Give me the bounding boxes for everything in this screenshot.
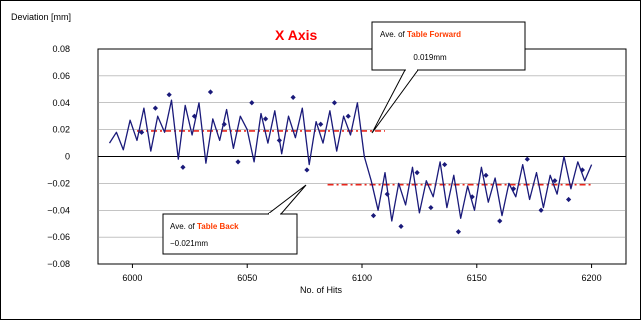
data-point — [414, 170, 420, 176]
callout-table-forward: Ave. of Table Forward 0.019mm — [371, 21, 526, 134]
data-point — [345, 113, 351, 119]
y-tick-label: 0.06 — [52, 71, 70, 81]
data-point — [483, 172, 489, 178]
callout-forward-value: 0.019mm — [413, 53, 447, 62]
data-point — [235, 159, 241, 165]
x-tick-label: 6000 — [122, 273, 142, 283]
callout-back-box — [162, 213, 298, 255]
data-point — [455, 229, 462, 235]
data-point — [524, 156, 530, 162]
data-point — [180, 164, 186, 170]
y-tick-label: 0.02 — [52, 125, 70, 135]
callout-forward-highlight: Table Forward — [407, 30, 461, 39]
data-point — [384, 191, 390, 197]
data-point — [139, 129, 145, 135]
data-point — [262, 116, 269, 122]
data-point — [428, 204, 434, 211]
data-point — [304, 167, 310, 173]
data-point — [191, 113, 198, 119]
data-point — [469, 194, 475, 200]
marker-group — [139, 89, 585, 235]
series-line — [108, 99, 593, 222]
x-tick-label: 6050 — [237, 273, 257, 283]
data-point — [221, 121, 227, 127]
data-point — [398, 223, 404, 229]
data-point — [497, 218, 503, 224]
data-point — [538, 207, 544, 213]
data-point — [152, 105, 158, 111]
data-point — [290, 94, 296, 100]
x-axis-title: No. of Hits — [300, 285, 343, 295]
data-point — [442, 161, 448, 168]
data-point — [331, 100, 338, 106]
y-tick-label: 0.04 — [52, 98, 70, 108]
callout-forward-label: Ave. of Table Forward — [380, 30, 461, 39]
data-point — [579, 167, 585, 173]
y-tick-label: −0.02 — [47, 178, 70, 188]
y-tick-label: 0 — [65, 152, 70, 162]
data-point — [552, 178, 558, 184]
y-tick-label: −0.08 — [47, 259, 70, 269]
callout-table-back: Ave. of Table Back −0.021mm — [162, 184, 307, 255]
data-point — [370, 213, 377, 219]
callout-back-label: Ave. of Table Back — [170, 222, 239, 231]
data-point — [249, 100, 255, 106]
data-point — [276, 137, 282, 143]
x-tick-label: 6150 — [467, 273, 487, 283]
data-point — [166, 92, 172, 98]
callout-back-value: −0.021mm — [170, 239, 208, 248]
chart-title: X Axis — [275, 27, 317, 43]
callout-back-prefix: Ave. of — [170, 222, 197, 231]
x-tick-label: 6100 — [352, 273, 372, 283]
y-axis-title: Deviation [mm] — [11, 12, 71, 22]
data-point — [207, 89, 214, 95]
y-tick-label: −0.04 — [47, 205, 70, 215]
x-tick-labels: 6000 6050 6100 6150 6200 — [122, 273, 601, 283]
callout-forward-prefix: Ave. of — [380, 30, 407, 39]
y-tick-label: −0.06 — [47, 232, 70, 242]
data-point — [510, 186, 517, 192]
y-tick-label: 0.08 — [52, 44, 70, 54]
callout-forward-box — [371, 21, 526, 71]
series-line-group — [108, 99, 593, 222]
x-tick-label: 6200 — [582, 273, 602, 283]
callout-back-highlight: Table Back — [197, 222, 239, 231]
data-point — [566, 196, 572, 203]
data-point — [318, 121, 324, 127]
y-tick-labels: 0.08 0.06 0.04 0.02 0 −0.02 −0.04 −0.06 −0.08 — [47, 44, 70, 269]
